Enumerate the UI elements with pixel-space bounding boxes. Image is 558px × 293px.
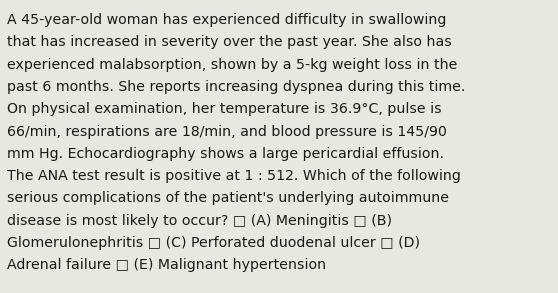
Text: serious complications of the patient's underlying autoimmune: serious complications of the patient's u… [7,191,449,205]
Text: disease is most likely to occur? □ (A) Meningitis □ (B): disease is most likely to occur? □ (A) M… [7,214,392,228]
Text: A 45-year-old woman has experienced difficulty in swallowing: A 45-year-old woman has experienced diff… [7,13,446,27]
Text: On physical examination, her temperature is 36.9°C, pulse is: On physical examination, her temperature… [7,102,442,116]
Text: mm Hg. Echocardiography shows a large pericardial effusion.: mm Hg. Echocardiography shows a large pe… [7,147,444,161]
Text: past 6 months. She reports increasing dyspnea during this time.: past 6 months. She reports increasing dy… [7,80,465,94]
Text: Glomerulonephritis □ (C) Perforated duodenal ulcer □ (D): Glomerulonephritis □ (C) Perforated duod… [7,236,420,250]
Text: that has increased in severity over the past year. She also has: that has increased in severity over the … [7,35,452,50]
Text: Adrenal failure □ (E) Malignant hypertension: Adrenal failure □ (E) Malignant hyperten… [7,258,326,272]
Text: experienced malabsorption, shown by a 5-kg weight loss in the: experienced malabsorption, shown by a 5-… [7,58,458,72]
Text: 66/min, respirations are 18/min, and blood pressure is 145/90: 66/min, respirations are 18/min, and blo… [7,125,447,139]
Text: The ANA test result is positive at 1 : 512. Which of the following: The ANA test result is positive at 1 : 5… [7,169,461,183]
